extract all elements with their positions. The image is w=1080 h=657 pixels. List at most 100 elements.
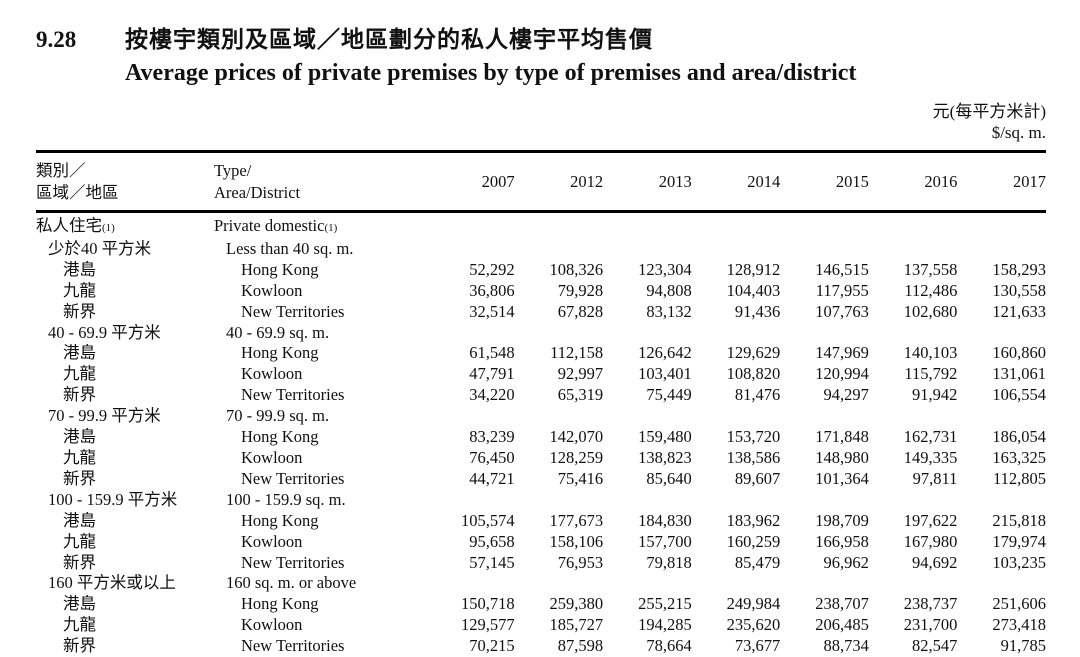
col-header-year-2015: 2015 [780,151,869,212]
cell-value: 194,285 [603,615,692,636]
cell-value: 115,792 [869,364,958,385]
cell-value: 159,480 [603,427,692,448]
cell-value [603,490,692,511]
row-label-zh: 九龍 [36,448,214,469]
row-label-zh: 新界 [36,469,214,490]
row-label-zh: 港島 [36,594,214,615]
cell-value: 238,707 [780,594,869,615]
cell-value [869,406,958,427]
cell-value: 105,574 [426,511,515,532]
col-header-year-2012: 2012 [515,151,604,212]
col-header-year-2017: 2017 [957,151,1046,212]
cell-value: 163,325 [957,448,1046,469]
cell-value: 129,577 [426,615,515,636]
cell-value: 150,718 [426,594,515,615]
cell-value: 183,962 [692,511,781,532]
row-label-zh: 新界 [36,385,214,406]
row-label-en: Hong Kong [214,260,426,281]
col-header-year-2016: 2016 [869,151,958,212]
cell-value [780,212,869,239]
cell-value: 67,828 [515,302,604,323]
row-label-zh: 九龍 [36,532,214,553]
cell-value: 138,586 [692,448,781,469]
cell-value: 32,514 [426,302,515,323]
cell-value: 103,235 [957,553,1046,574]
cell-value: 75,416 [515,469,604,490]
cell-value: 107,763 [780,302,869,323]
cell-value [692,406,781,427]
unit-note: 元(每平方米計) $/sq. m. [36,101,1046,144]
cell-value [603,239,692,260]
cell-value: 96,962 [780,553,869,574]
footnote-ref: (1) [102,222,115,234]
cell-value [692,323,781,344]
cell-value: 120,994 [780,364,869,385]
cell-value [426,573,515,594]
row-label-en: New Territories [214,469,426,490]
row-label-en: Hong Kong [214,594,426,615]
row-label-en: Kowloon [214,448,426,469]
cell-value: 76,953 [515,553,604,574]
cell-value [426,239,515,260]
cell-value: 34,220 [426,385,515,406]
cell-value [692,573,781,594]
row-label-zh: 港島 [36,511,214,532]
cell-value [869,490,958,511]
title-chinese: 按樓宇類別及區域／地區劃分的私人樓宇平均售價 [125,20,653,54]
cell-value: 179,974 [957,532,1046,553]
cell-value [957,239,1046,260]
cell-value [957,406,1046,427]
row-label-en: Hong Kong [214,511,426,532]
cell-value: 95,658 [426,532,515,553]
cell-value: 130,558 [957,281,1046,302]
cell-value: 75,449 [603,385,692,406]
row-label-en: Hong Kong [214,427,426,448]
col-header-year-2013: 2013 [603,151,692,212]
cell-value: 94,808 [603,281,692,302]
cell-value: 128,259 [515,448,604,469]
cell-value [603,406,692,427]
cell-value: 231,700 [869,615,958,636]
cell-value [515,323,604,344]
cell-value: 94,692 [869,553,958,574]
cell-value [957,212,1046,239]
cell-value: 121,633 [957,302,1046,323]
row-label-en: Kowloon [214,364,426,385]
cell-value [515,212,604,239]
cell-value: 36,806 [426,281,515,302]
row-label-zh: 新界 [36,553,214,574]
cell-value: 147,969 [780,343,869,364]
cell-value: 157,700 [603,532,692,553]
cell-value [426,212,515,239]
cell-value: 83,239 [426,427,515,448]
row-label-en: Hong Kong [214,343,426,364]
cell-value: 106,554 [957,385,1046,406]
cell-value: 65,319 [515,385,604,406]
cell-value: 102,680 [869,302,958,323]
row-label-zh: 港島 [36,260,214,281]
row-label-zh: 私人住宅(1) [36,212,214,239]
row-label-zh: 九龍 [36,364,214,385]
row-label-zh: 港島 [36,343,214,364]
row-label-en: Kowloon [214,615,426,636]
cell-value [869,239,958,260]
cell-value: 104,403 [692,281,781,302]
cell-value [780,573,869,594]
table-number: 9.28 [36,27,125,53]
cell-value: 171,848 [780,427,869,448]
row-label-en: New Territories [214,302,426,323]
cell-value: 273,418 [957,615,1046,636]
cell-value: 259,380 [515,594,604,615]
footnote-ref: (1) [324,222,337,234]
cell-value: 97,811 [869,469,958,490]
cell-value: 85,479 [692,553,781,574]
cell-value: 123,304 [603,260,692,281]
cell-value: 167,980 [869,532,958,553]
